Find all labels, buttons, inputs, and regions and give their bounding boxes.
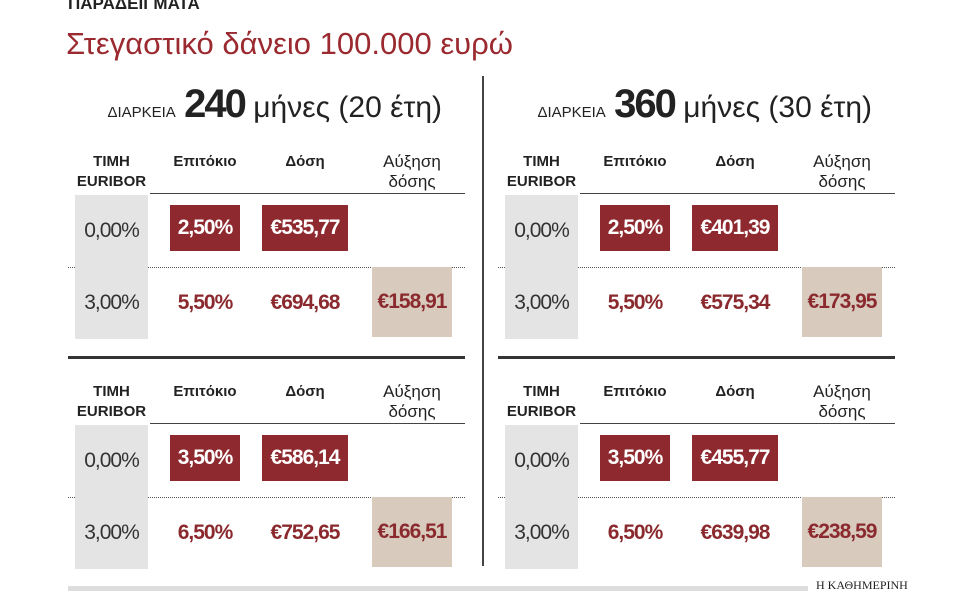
column-header: Δόση <box>715 383 755 400</box>
table-cell: 0,00% <box>75 195 148 267</box>
column-header: ΤΙΜΗ EURIBOR <box>76 383 147 420</box>
table-separator <box>68 356 465 359</box>
duration-unit: μήνες (20 έτη) <box>253 91 442 124</box>
table-cell: 3,00% <box>75 267 148 339</box>
table-cell: 3,50% <box>600 435 670 481</box>
header-rule <box>580 193 895 194</box>
column-header: ΤΙΜΗ EURIBOR <box>506 383 577 420</box>
table-cell: 3,00% <box>505 497 578 569</box>
column-header: Δόση <box>285 153 325 170</box>
header-rule <box>150 423 465 424</box>
table-cell: 2,50% <box>600 205 670 251</box>
duration-heading: ΔΙΑΡΚΕΙΑ 240 μήνες (20 έτη) <box>107 82 442 127</box>
duration-label: ΔΙΑΡΚΕΙΑ <box>107 104 176 121</box>
header-rule <box>580 423 895 424</box>
column-header: Επιτόκιο <box>173 153 237 170</box>
footer-bar <box>68 586 808 591</box>
table-cell: €535,77 <box>262 205 348 251</box>
duration-label: ΔΙΑΡΚΕΙΑ <box>537 104 606 121</box>
table-cell: 3,00% <box>75 497 148 569</box>
table-cell: 6,50% <box>177 521 234 544</box>
row-separator <box>498 497 895 498</box>
divider <box>482 76 484 566</box>
table-cell: €586,14 <box>262 435 348 481</box>
table-cell: €639,98 <box>700 521 771 544</box>
table-cell: 3,50% <box>170 435 240 481</box>
table-separator <box>498 356 895 359</box>
kicker: ΠΑΡΑΔΕΙΓΜΑΤΑ <box>68 0 200 13</box>
header-rule <box>150 193 465 194</box>
table-cell: €173,95 <box>802 267 882 337</box>
column-header: Επιτόκιο <box>603 383 667 400</box>
table-cell: €238,59 <box>802 497 882 567</box>
column-header: Αύξηση δόσης <box>383 152 441 191</box>
table-cell: €575,34 <box>700 291 771 314</box>
duration-heading: ΔΙΑΡΚΕΙΑ 360 μήνες (30 έτη) <box>537 82 872 127</box>
column-header: Αύξηση δόσης <box>813 382 871 421</box>
column-header: ΤΙΜΗ EURIBOR <box>506 153 577 190</box>
row-separator <box>68 267 465 268</box>
column-header: Επιτόκιο <box>173 383 237 400</box>
table-cell: €158,91 <box>372 267 452 337</box>
column-header: Αύξηση δόσης <box>383 382 441 421</box>
column-header: Δόση <box>715 153 755 170</box>
table-cell: 6,50% <box>607 521 664 544</box>
table-cell: 3,00% <box>505 267 578 339</box>
duration-value: 360 <box>614 82 677 126</box>
table-cell: 0,00% <box>505 195 578 267</box>
duration-value: 240 <box>184 82 247 126</box>
source: Η ΚΑΘΗΜΕΡΙΝΗ <box>816 578 908 592</box>
table-cell: €694,68 <box>270 291 341 314</box>
table-cell: €166,51 <box>372 497 452 567</box>
table-cell: €401,39 <box>692 205 778 251</box>
table-cell: €752,65 <box>270 521 341 544</box>
table-cell: 5,50% <box>607 291 664 314</box>
row-separator <box>68 497 465 498</box>
row-separator <box>498 267 895 268</box>
title: Στεγαστικό δάνειο 100.000 ευρώ <box>66 26 513 61</box>
table-cell: 2,50% <box>170 205 240 251</box>
column-header: Επιτόκιο <box>603 153 667 170</box>
column-header: Δόση <box>285 383 325 400</box>
table-cell: €455,77 <box>692 435 778 481</box>
column-header: Αύξηση δόσης <box>813 152 871 191</box>
table-cell: 0,00% <box>505 425 578 497</box>
column-header: ΤΙΜΗ EURIBOR <box>76 153 147 190</box>
duration-unit: μήνες (30 έτη) <box>683 91 872 124</box>
table-cell: 5,50% <box>177 291 234 314</box>
table-cell: 0,00% <box>75 425 148 497</box>
